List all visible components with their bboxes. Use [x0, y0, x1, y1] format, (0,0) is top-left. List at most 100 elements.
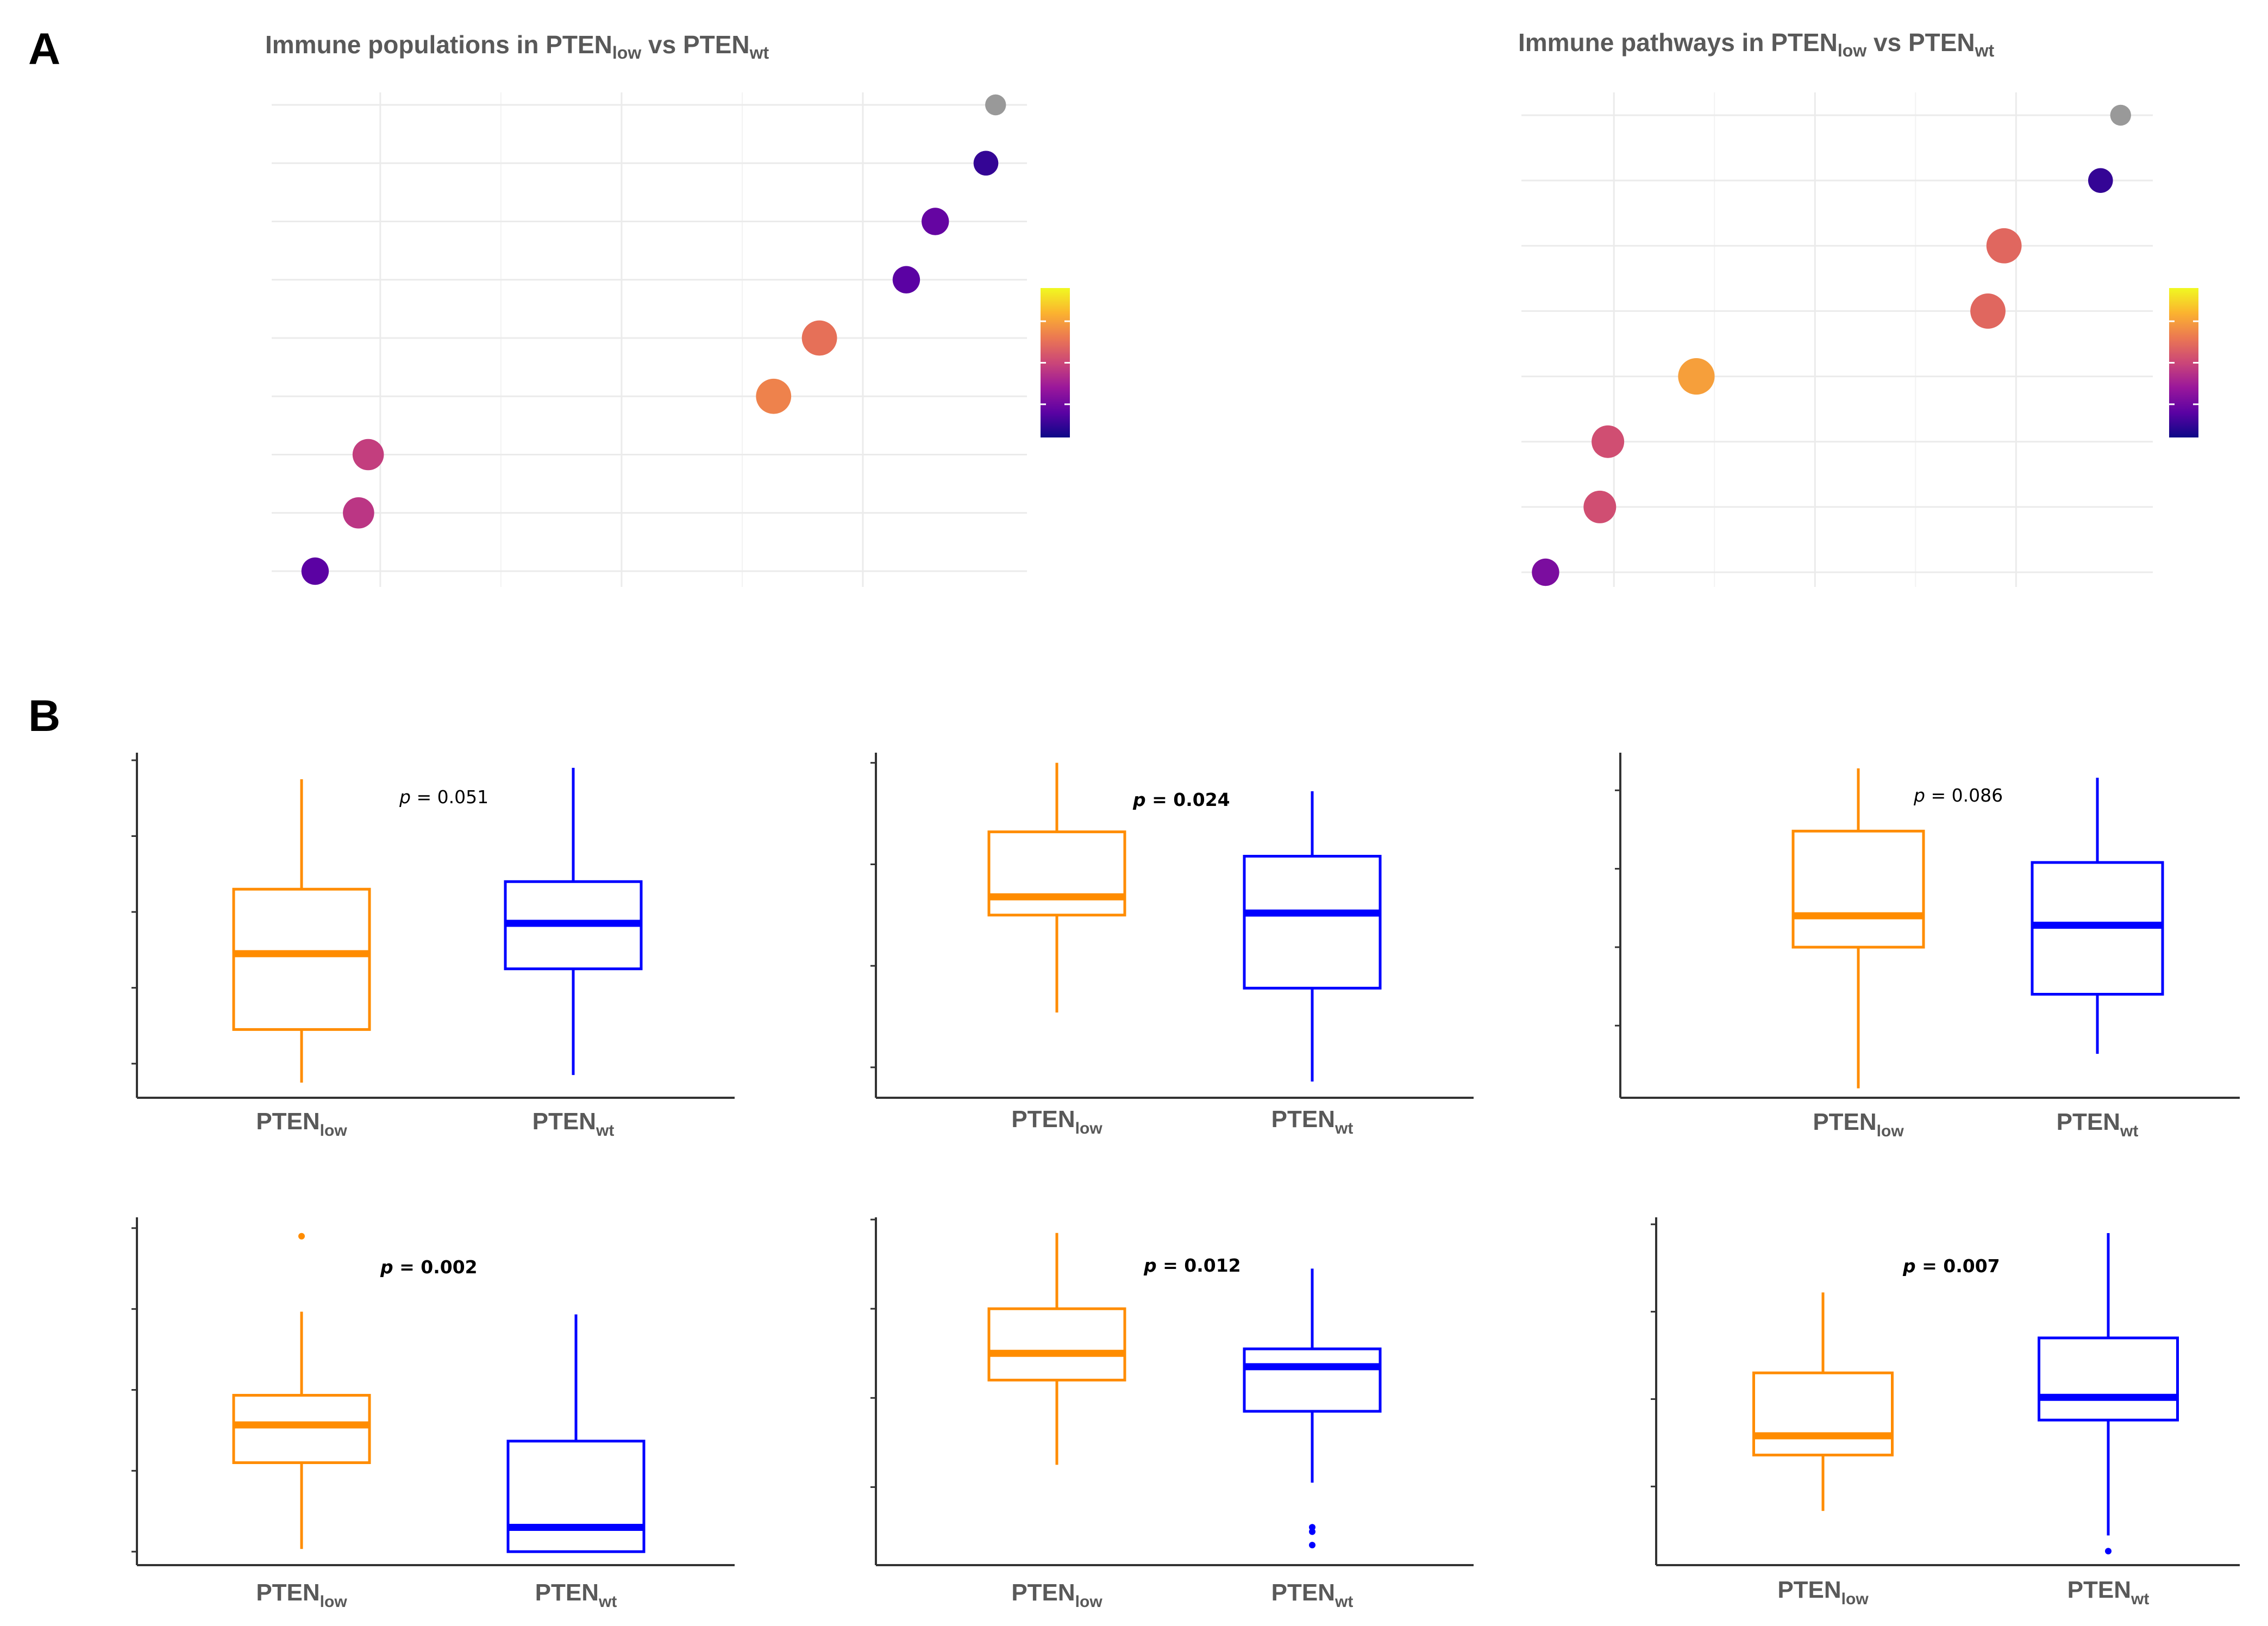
group-name: PTEN — [1777, 1577, 1841, 1603]
dotplot-immune-pathways: Immune pathways in PTENlow vs PTENwt — [1518, 28, 2153, 587]
group-label: PTENwt — [1271, 1579, 1354, 1611]
p-value: 0.086 — [1952, 785, 2003, 806]
p-value-annotation: p = 0.007 — [1902, 1255, 2000, 1277]
chart-title: Immune populations in PTENlow vs PTENwt — [265, 30, 769, 62]
group-subscript: wt — [2120, 1122, 2138, 1140]
p-value-annotation: p = 0.012 — [1143, 1255, 1241, 1276]
dot-point — [1592, 425, 1625, 458]
group-subscript: low — [320, 1593, 348, 1611]
dot-point — [1678, 358, 1715, 395]
outlier-point — [1309, 1528, 1315, 1535]
p-value-annotation: p = 0.051 — [399, 786, 488, 808]
dotplot-immune-populations: Immune populations in PTENlow vs PTENwt — [265, 30, 1027, 587]
outlier-point — [298, 1233, 305, 1240]
p-value-annotation: p = 0.002 — [380, 1256, 478, 1278]
group-subscript: low — [320, 1122, 348, 1140]
title-text: Immune populations in PTEN — [265, 30, 612, 59]
dot-point — [801, 320, 837, 356]
box-iqr — [232, 887, 371, 1031]
p-symbol: p — [1143, 1255, 1157, 1276]
box-iqr — [232, 1393, 371, 1464]
outlier-point — [2105, 1548, 2112, 1555]
group-label: PTENlow — [1011, 1579, 1102, 1611]
outlier-point — [1309, 1542, 1315, 1549]
panel-label-b: B — [28, 691, 60, 741]
group-name: PTEN — [1011, 1106, 1075, 1133]
dot-point — [1986, 228, 2022, 264]
group-name: PTEN — [2067, 1577, 2131, 1603]
title-subscript: low — [612, 43, 641, 62]
p-equals: = — [1157, 1255, 1185, 1276]
p-symbol: p — [380, 1256, 393, 1278]
dot-point — [352, 439, 384, 471]
group-name: PTEN — [532, 1108, 596, 1135]
outlier-point — [1309, 1524, 1315, 1531]
group-subscript: wt — [2131, 1590, 2149, 1608]
group-subscript: low — [1075, 1120, 1103, 1137]
box-iqr — [1243, 1347, 1382, 1413]
dot-point — [985, 94, 1006, 116]
group-subscript: low — [1841, 1590, 1869, 1608]
group-subscript: wt — [598, 1593, 617, 1611]
dot-point — [756, 378, 792, 414]
group-subscript: low — [1877, 1122, 1904, 1140]
dot-point — [973, 151, 999, 176]
group-name: PTEN — [535, 1579, 599, 1606]
box-iqr — [1243, 855, 1382, 990]
p-value-annotation: p = 0.086 — [1913, 785, 2003, 806]
dot-point — [922, 208, 949, 235]
box-iqr — [987, 830, 1126, 917]
panel-label-a: A — [28, 24, 60, 74]
p-equals: = — [1916, 1255, 1944, 1277]
box-iqr — [1752, 1371, 1894, 1456]
p-symbol: p — [1902, 1255, 1916, 1277]
p-equals: = — [1925, 785, 1952, 806]
group-name: PTEN — [256, 1579, 319, 1606]
group-label: PTENlow — [1777, 1577, 1869, 1608]
group-label: PTENwt — [2067, 1577, 2150, 1608]
group-subscript: low — [1075, 1593, 1103, 1611]
group-name: PTEN — [1011, 1579, 1075, 1606]
dot-point — [892, 266, 920, 293]
title-subscript: wt — [1975, 41, 1995, 60]
group-label: PTENwt — [2057, 1109, 2139, 1140]
box-iqr — [987, 1307, 1126, 1381]
group-label: PTENlow — [1011, 1106, 1102, 1137]
box-iqr — [1791, 829, 1925, 949]
p-equals: = — [1146, 789, 1174, 810]
group-label: PTENwt — [532, 1108, 615, 1140]
title-subscript: low — [1838, 41, 1866, 60]
title-subscript: wt — [749, 43, 769, 62]
group-name: PTEN — [2057, 1109, 2120, 1135]
p-value-annotation: p = 0.024 — [1132, 789, 1230, 810]
title-text: vs PTEN — [1866, 28, 1975, 57]
group-name: PTEN — [256, 1108, 319, 1135]
box-iqr — [2038, 1336, 2179, 1422]
p-value: 0.024 — [1173, 789, 1230, 810]
group-name: PTEN — [1271, 1579, 1335, 1606]
group-subscript: wt — [1335, 1120, 1353, 1137]
p-equals: = — [393, 1256, 421, 1278]
dot-point — [1583, 490, 1617, 523]
p-equals: = — [411, 786, 437, 808]
p-symbol: p — [1913, 785, 1925, 806]
dot-point — [2088, 168, 2113, 193]
p-value: 0.007 — [1943, 1255, 2000, 1277]
group-subscript: wt — [596, 1122, 614, 1140]
group-subscript: wt — [1335, 1593, 1353, 1611]
dot-point — [1532, 558, 1559, 586]
box-iqr — [506, 1440, 646, 1553]
group-name: PTEN — [1271, 1106, 1335, 1133]
group-label: PTENwt — [1271, 1106, 1354, 1137]
group-label: PTENlow — [256, 1579, 347, 1611]
title-text: vs PTEN — [641, 30, 749, 59]
p-symbol: p — [399, 786, 411, 808]
title-text: Immune pathways in PTEN — [1518, 28, 1838, 57]
group-label: PTENlow — [1813, 1109, 1904, 1140]
dot-point — [301, 557, 329, 585]
p-value: 0.051 — [437, 786, 488, 808]
